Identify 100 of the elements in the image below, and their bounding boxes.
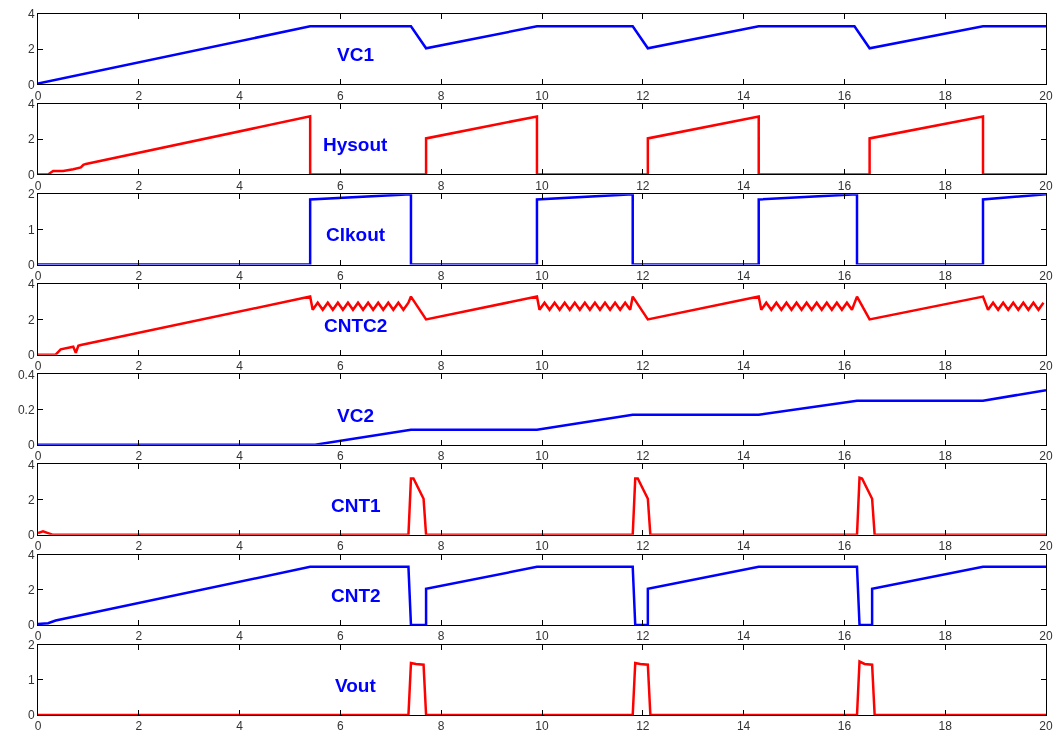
y-tick-label: 2 bbox=[27, 42, 35, 57]
line-series bbox=[38, 115, 1046, 175]
series-label: CNT2 bbox=[331, 585, 381, 606]
x-tick-label: 8 bbox=[437, 539, 445, 554]
x-tick-label: 12 bbox=[636, 178, 650, 193]
x-tick-label: 18 bbox=[938, 88, 953, 103]
x-tick-label: 8 bbox=[437, 88, 445, 103]
x-tick-label: 10 bbox=[535, 539, 549, 554]
x-tick-label: 20 bbox=[1039, 719, 1053, 734]
x-tick-label: 2 bbox=[135, 88, 143, 103]
series-label: Vout bbox=[335, 675, 377, 696]
x-tick-label: 16 bbox=[837, 359, 852, 374]
y-tick-label: 0 bbox=[27, 77, 35, 92]
series-label: CNTC2 bbox=[324, 315, 388, 336]
x-tick-label: 18 bbox=[938, 629, 953, 644]
x-tick-label: 12 bbox=[636, 449, 650, 464]
x-tick-label: 20 bbox=[1039, 539, 1053, 554]
y-tick-label: 0 bbox=[27, 257, 35, 272]
series-label: VC1 bbox=[337, 44, 375, 65]
x-tick-label: 12 bbox=[636, 719, 650, 734]
y-tick-label: 1 bbox=[27, 222, 35, 237]
x-tick-label: 2 bbox=[135, 178, 143, 193]
x-tick-label: 16 bbox=[837, 178, 852, 193]
line-series bbox=[38, 388, 1046, 445]
x-tick-label: 18 bbox=[938, 178, 953, 193]
x-tick-label: 6 bbox=[337, 359, 345, 374]
x-tick-label: 8 bbox=[437, 178, 445, 193]
x-tick-label: 18 bbox=[938, 719, 953, 734]
x-tick-label: 12 bbox=[636, 88, 650, 103]
x-tick-label: 20 bbox=[1039, 449, 1053, 464]
x-tick-label: 6 bbox=[337, 719, 345, 734]
x-tick-label: 14 bbox=[736, 539, 751, 554]
y-tick-label: 0 bbox=[27, 347, 35, 362]
x-tick-label: 6 bbox=[337, 178, 345, 193]
x-tick-label: 16 bbox=[837, 88, 852, 103]
x-tick-label: 6 bbox=[337, 449, 345, 464]
x-tick-label: 20 bbox=[1039, 268, 1053, 283]
x-tick-label: 8 bbox=[437, 629, 445, 644]
x-tick-label: 4 bbox=[236, 719, 244, 734]
x-tick-label: 16 bbox=[837, 629, 852, 644]
x-tick-label: 2 bbox=[135, 359, 143, 374]
x-tick-label: 2 bbox=[135, 629, 143, 644]
x-tick-label: 8 bbox=[437, 359, 445, 374]
x-tick-label: 8 bbox=[437, 719, 445, 734]
y-tick-label: 0.2 bbox=[17, 402, 35, 417]
line-series bbox=[38, 295, 1045, 355]
x-tick-label: 12 bbox=[636, 268, 650, 283]
x-tick-label: 14 bbox=[736, 88, 751, 103]
x-tick-label: 16 bbox=[837, 449, 852, 464]
x-tick-label: 20 bbox=[1039, 178, 1053, 193]
x-tick-label: 10 bbox=[535, 719, 549, 734]
line-series bbox=[38, 565, 1046, 625]
y-tick-label: 0.4 bbox=[17, 367, 35, 382]
series-label: Hysout bbox=[323, 134, 389, 155]
x-tick-label: 12 bbox=[636, 359, 650, 374]
x-tick-label: 20 bbox=[1039, 88, 1053, 103]
x-tick-label: 4 bbox=[236, 268, 244, 283]
y-tick-label: 2 bbox=[27, 582, 35, 597]
line-series bbox=[38, 660, 1046, 715]
y-tick-label: 2 bbox=[27, 312, 35, 327]
series-label: VC2 bbox=[337, 405, 374, 426]
x-tick-label: 14 bbox=[736, 268, 751, 283]
x-tick-label: 14 bbox=[736, 359, 751, 374]
x-tick-label: 10 bbox=[535, 268, 549, 283]
y-tick-label: 0 bbox=[27, 528, 35, 543]
x-tick-label: 10 bbox=[535, 449, 549, 464]
x-tick-label: 14 bbox=[736, 629, 751, 644]
x-tick-label: 6 bbox=[337, 88, 345, 103]
x-tick-label: 18 bbox=[938, 539, 953, 554]
x-tick-label: 8 bbox=[437, 268, 445, 283]
x-tick-label: 2 bbox=[135, 449, 143, 464]
x-tick-label: 4 bbox=[236, 449, 244, 464]
x-tick-label: 10 bbox=[535, 629, 549, 644]
x-tick-label: 10 bbox=[535, 359, 549, 374]
x-tick-label: 6 bbox=[337, 268, 345, 283]
x-tick-label: 8 bbox=[437, 449, 445, 464]
x-tick-label: 4 bbox=[236, 629, 244, 644]
x-tick-label: 6 bbox=[337, 539, 345, 554]
x-tick-label: 14 bbox=[736, 178, 751, 193]
x-tick-label: 14 bbox=[736, 449, 751, 464]
x-tick-label: 2 bbox=[135, 268, 143, 283]
x-tick-label: 14 bbox=[736, 719, 751, 734]
x-tick-label: 4 bbox=[236, 539, 244, 554]
x-tick-label: 16 bbox=[837, 539, 852, 554]
x-tick-label: 2 bbox=[135, 719, 143, 734]
x-tick-label: 18 bbox=[938, 359, 953, 374]
y-tick-label: 0 bbox=[27, 437, 35, 452]
x-tick-label: 4 bbox=[236, 178, 244, 193]
y-tick-label: 0 bbox=[27, 618, 35, 633]
x-tick-label: 2 bbox=[135, 539, 143, 554]
x-tick-label: 18 bbox=[938, 268, 953, 283]
x-tick-label: 6 bbox=[337, 629, 345, 644]
series-label: Clkout bbox=[326, 224, 386, 245]
x-tick-label: 12 bbox=[636, 629, 650, 644]
x-tick-label: 18 bbox=[938, 449, 953, 464]
y-tick-label: 2 bbox=[27, 492, 35, 507]
y-tick-label: 2 bbox=[27, 132, 35, 147]
x-tick-label: 12 bbox=[636, 539, 650, 554]
x-tick-label: 20 bbox=[1039, 359, 1053, 374]
x-tick-label: 16 bbox=[837, 719, 852, 734]
